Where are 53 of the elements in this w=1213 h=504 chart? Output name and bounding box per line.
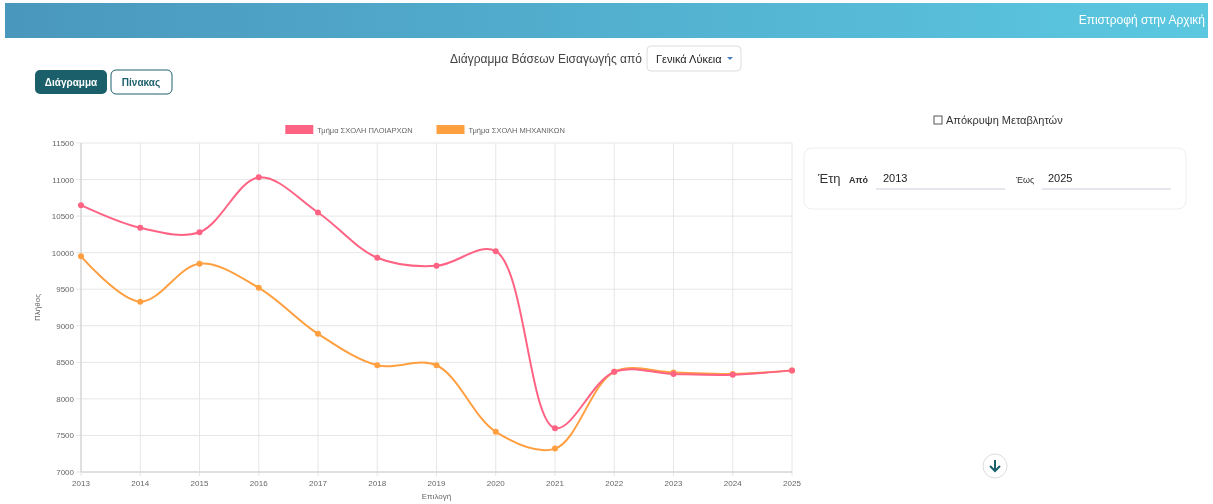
y-axis-title: Πλήθος xyxy=(33,293,42,321)
y-tick-label: 8500 xyxy=(56,358,75,368)
x-tick-label: 2020 xyxy=(486,479,506,488)
y-tick-label: 11000 xyxy=(52,175,75,185)
x-tick-label: 2015 xyxy=(190,479,209,488)
point xyxy=(433,362,440,369)
text: 2013 xyxy=(883,172,908,184)
point xyxy=(255,284,262,291)
y-tick-label: 7500 xyxy=(56,431,75,441)
text: Διάγραμμα xyxy=(44,77,99,88)
point xyxy=(315,209,321,216)
x-tick-label: 2024 xyxy=(723,479,743,488)
text: Πίνακας xyxy=(121,77,161,89)
x-tick-label: 2014 xyxy=(131,479,150,488)
x-tick-label: 2018 xyxy=(368,479,387,488)
x-tick-label: 2019 xyxy=(427,479,446,488)
point xyxy=(255,174,262,181)
point xyxy=(552,445,558,452)
x-tick-label: 2023 xyxy=(664,479,683,488)
text: Επιστροφή στην Αρχική xyxy=(1078,13,1205,27)
text: Διάγραμμα Βάσεων Εισαγωγής από xyxy=(450,52,643,66)
y-tick-label: 9500 xyxy=(56,285,75,295)
point xyxy=(492,428,499,435)
point xyxy=(552,425,558,432)
x-tick-label: 2022 xyxy=(605,479,624,488)
text: 2025 xyxy=(1048,172,1073,184)
text: Γενικά Λύκεια xyxy=(656,53,723,65)
text: Έτη xyxy=(817,171,841,186)
y-tick-label: 7000 xyxy=(56,468,75,477)
x-tick-label: 2025 xyxy=(783,479,802,488)
text: Απόκρυψη Μεταβλητών xyxy=(946,114,1064,126)
y-tick-label: 10500 xyxy=(51,212,75,222)
point xyxy=(196,229,203,236)
y-tick-label: 10000 xyxy=(51,248,75,258)
point xyxy=(433,262,440,269)
point xyxy=(374,254,381,261)
point xyxy=(374,362,381,369)
y-tick-label: 11500 xyxy=(52,139,75,148)
x-tick-label: 2021 xyxy=(546,479,565,488)
y-tick-label: 9000 xyxy=(56,321,75,331)
x-tick-label: 2013 xyxy=(72,479,91,488)
x-axis-title: Επιλογή xyxy=(421,492,452,501)
text: Έως xyxy=(1015,175,1036,185)
point xyxy=(78,202,84,209)
x-tick-label: 2017 xyxy=(309,479,328,488)
text: Από xyxy=(849,175,869,185)
point xyxy=(196,260,203,267)
point xyxy=(492,248,499,255)
point xyxy=(315,330,321,337)
y-tick-label: 8000 xyxy=(56,394,75,404)
x-tick-label: 2016 xyxy=(249,479,269,488)
point xyxy=(137,298,144,305)
point xyxy=(137,224,144,231)
